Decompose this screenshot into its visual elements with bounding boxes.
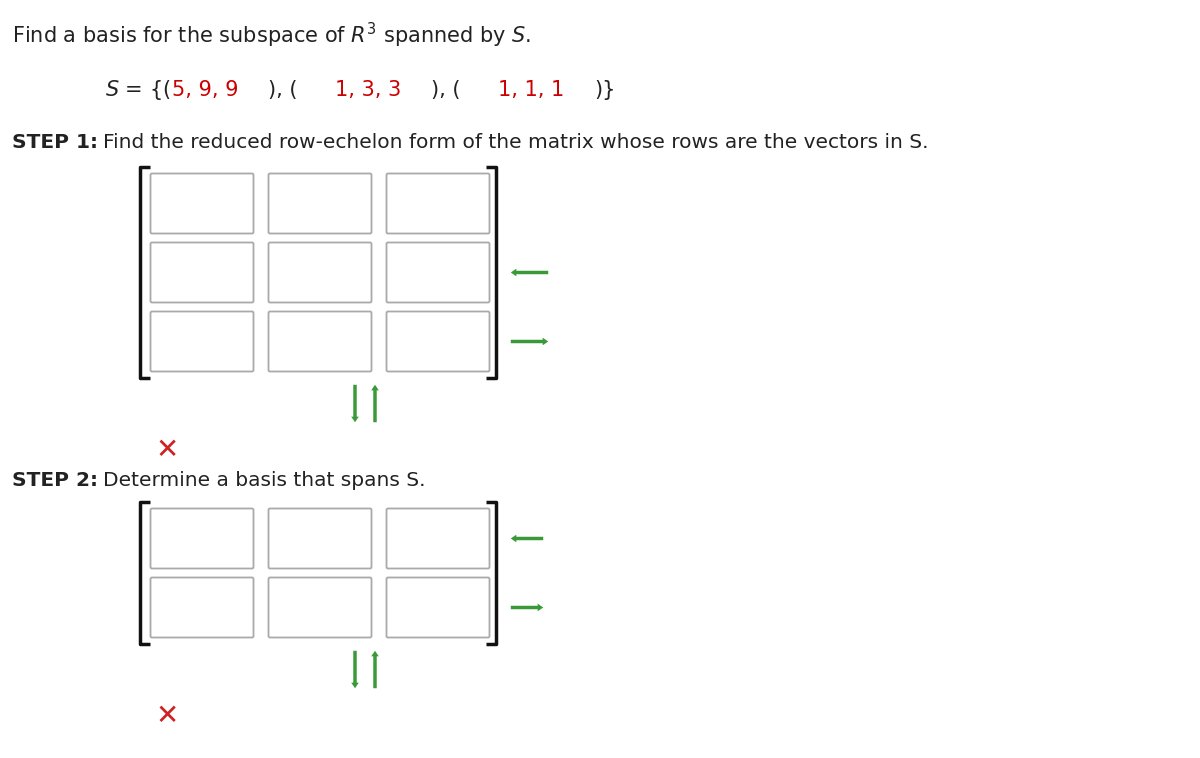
Text: STEP 1:: STEP 1:: [12, 133, 98, 152]
FancyBboxPatch shape: [386, 509, 490, 568]
Text: 1, 1, 1: 1, 1, 1: [498, 80, 564, 100]
FancyBboxPatch shape: [386, 174, 490, 233]
Text: ✕: ✕: [155, 702, 179, 730]
FancyBboxPatch shape: [150, 578, 253, 637]
FancyBboxPatch shape: [386, 243, 490, 302]
Text: Find the reduced row-echelon form of the matrix whose rows are the vectors in S.: Find the reduced row-echelon form of the…: [103, 133, 929, 152]
FancyBboxPatch shape: [269, 312, 372, 371]
Text: STEP 2:: STEP 2:: [12, 471, 98, 490]
Text: ), (: ), (: [431, 80, 461, 100]
Text: $\mathit{S}$ = {(: $\mathit{S}$ = {(: [106, 78, 170, 102]
FancyBboxPatch shape: [150, 174, 253, 233]
Text: 5, 9, 9: 5, 9, 9: [172, 80, 239, 100]
Text: ), (: ), (: [268, 80, 298, 100]
Text: 1, 3, 3: 1, 3, 3: [335, 80, 401, 100]
Text: Determine a basis that spans S.: Determine a basis that spans S.: [103, 471, 426, 490]
Text: Find a basis for the subspace of $\mathit{R}^{\mathsf{3}}$ spanned by $\mathit{S: Find a basis for the subspace of $\mathi…: [12, 20, 532, 49]
FancyBboxPatch shape: [269, 509, 372, 568]
Text: ✕: ✕: [155, 436, 179, 464]
FancyBboxPatch shape: [150, 312, 253, 371]
FancyBboxPatch shape: [386, 578, 490, 637]
FancyBboxPatch shape: [150, 509, 253, 568]
FancyBboxPatch shape: [386, 312, 490, 371]
FancyBboxPatch shape: [269, 174, 372, 233]
Text: )}: )}: [594, 80, 616, 100]
FancyBboxPatch shape: [269, 243, 372, 302]
FancyBboxPatch shape: [269, 578, 372, 637]
FancyBboxPatch shape: [150, 243, 253, 302]
